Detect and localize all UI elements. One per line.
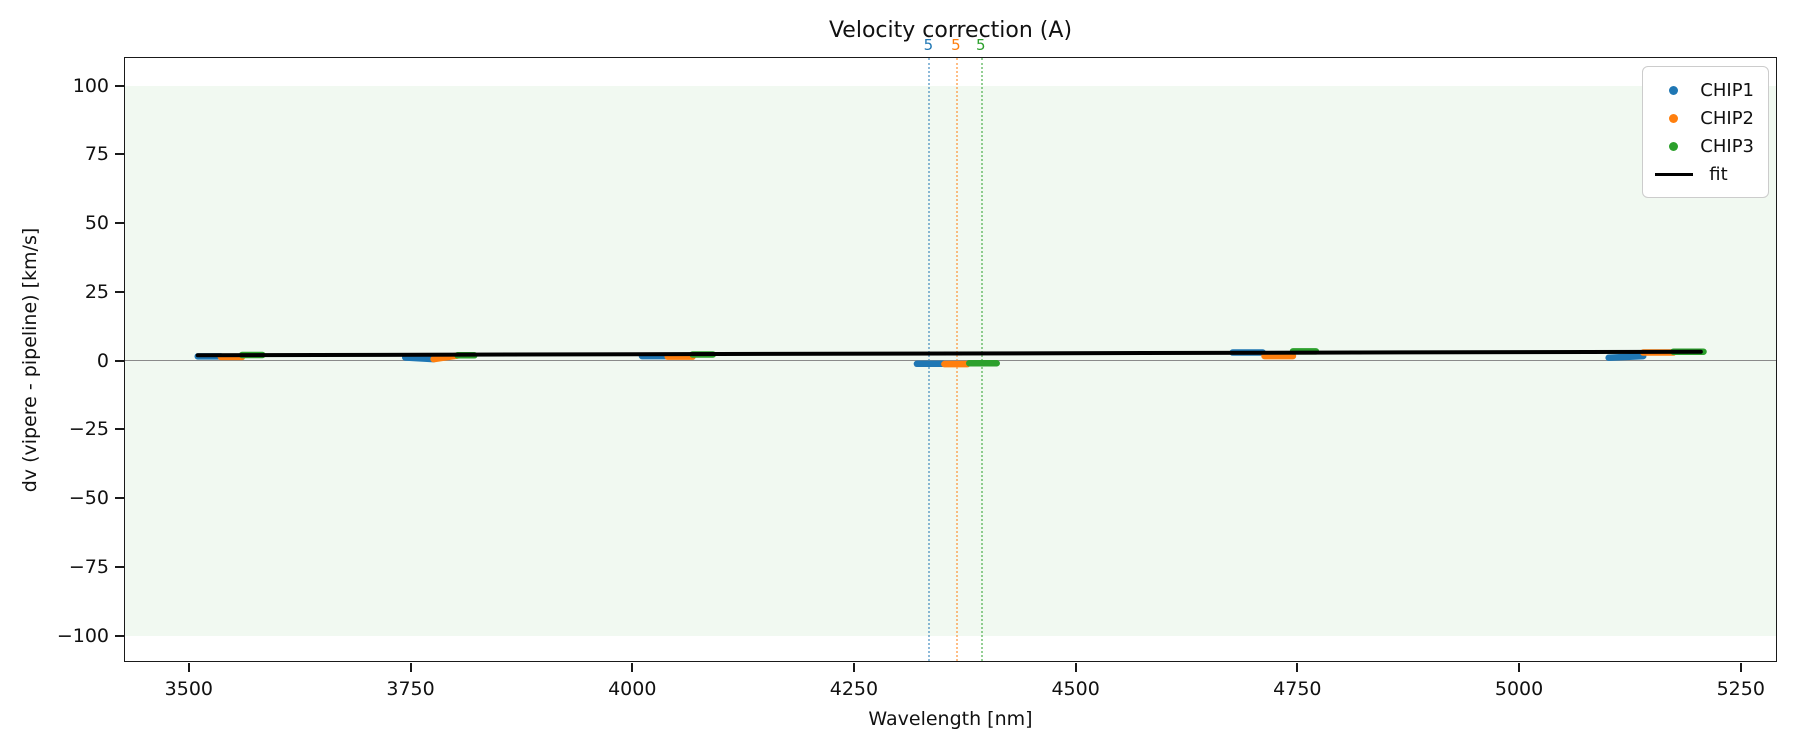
order-vline-3 [980, 58, 983, 661]
legend-label: CHIP1 [1700, 79, 1754, 101]
y-tick-mark [115, 497, 124, 499]
legend-entry-CHIP1[interactable]: CHIP1 [1655, 76, 1754, 104]
order-vline-label-3: 5 [975, 36, 986, 54]
legend-label: CHIP3 [1700, 135, 1754, 157]
x-tick-mark [409, 663, 412, 672]
y-tick-mark [115, 153, 124, 156]
series-segment-CHIP1[interactable] [1605, 352, 1647, 361]
y-tick-mark [115, 222, 124, 224]
y-tick-mark [115, 565, 124, 568]
order-vline-1 [928, 58, 931, 661]
legend-dot-icon [1669, 85, 1679, 95]
y-tick-label: −25 [68, 418, 109, 441]
x-tick-label: 5250 [1716, 678, 1765, 700]
x-tick-label: 4500 [1051, 678, 1100, 700]
x-tick-mark [852, 663, 855, 672]
y-tick-mark [115, 290, 124, 293]
x-tick-label: 3500 [164, 678, 214, 700]
y-tick-label: −75 [68, 555, 109, 578]
legend-entry-fit[interactable]: fit [1655, 160, 1754, 188]
y-tick-mark [115, 84, 124, 87]
y-tick-mark [115, 428, 124, 431]
legend-dot-icon [1669, 141, 1679, 151]
x-tick-label: 4250 [829, 678, 879, 700]
series-segment-CHIP1[interactable] [401, 354, 437, 363]
x-tick-label: 5000 [1494, 678, 1544, 700]
x-tick-mark [187, 663, 190, 672]
x-tick-label: 4750 [1273, 678, 1322, 700]
fit-line[interactable] [195, 349, 1703, 358]
data-series-layer [194, 348, 1707, 368]
zero-reference-line [125, 359, 1776, 362]
x-tick-label: 3750 [386, 678, 435, 700]
x-tick-mark [631, 663, 634, 672]
order-vline-label-1: 5 [923, 36, 934, 54]
y-tick-mark [115, 634, 124, 637]
y-tick-label: −100 [56, 624, 109, 647]
y-axis-label: dv (vipere - pipeline) [km/s] [19, 227, 41, 493]
order-vline-2 [955, 58, 958, 661]
legend-label: fit [1709, 163, 1728, 185]
y-tick-label: 75 [84, 143, 109, 166]
y-tick-label: 50 [84, 212, 109, 234]
x-tick-mark [1518, 663, 1521, 672]
legend-entry-CHIP3[interactable]: CHIP3 [1655, 132, 1754, 160]
y-tick-label: 0 [96, 349, 109, 372]
x-tick-label: 4000 [608, 678, 657, 700]
legend-dot-icon [1669, 113, 1679, 123]
legend-label: CHIP2 [1700, 107, 1754, 129]
chart-title: Velocity correction (A) [828, 18, 1073, 43]
legend-line-icon [1655, 172, 1694, 176]
x-axis-label: Wavelength [nm] [868, 708, 1033, 730]
order-vline-label-2: 5 [951, 36, 961, 54]
legend-box[interactable]: CHIP1 CHIP2 CHIP3 fit [1642, 66, 1769, 198]
y-tick-label: 25 [84, 280, 109, 303]
y-tick-label: 100 [72, 74, 109, 97]
y-tick-mark [115, 359, 124, 362]
legend-entry-CHIP2[interactable]: CHIP2 [1655, 104, 1754, 132]
x-tick-mark [1739, 663, 1742, 672]
x-tick-mark [1074, 663, 1077, 672]
y-tick-label: −50 [68, 487, 109, 509]
x-tick-mark [1296, 663, 1299, 672]
